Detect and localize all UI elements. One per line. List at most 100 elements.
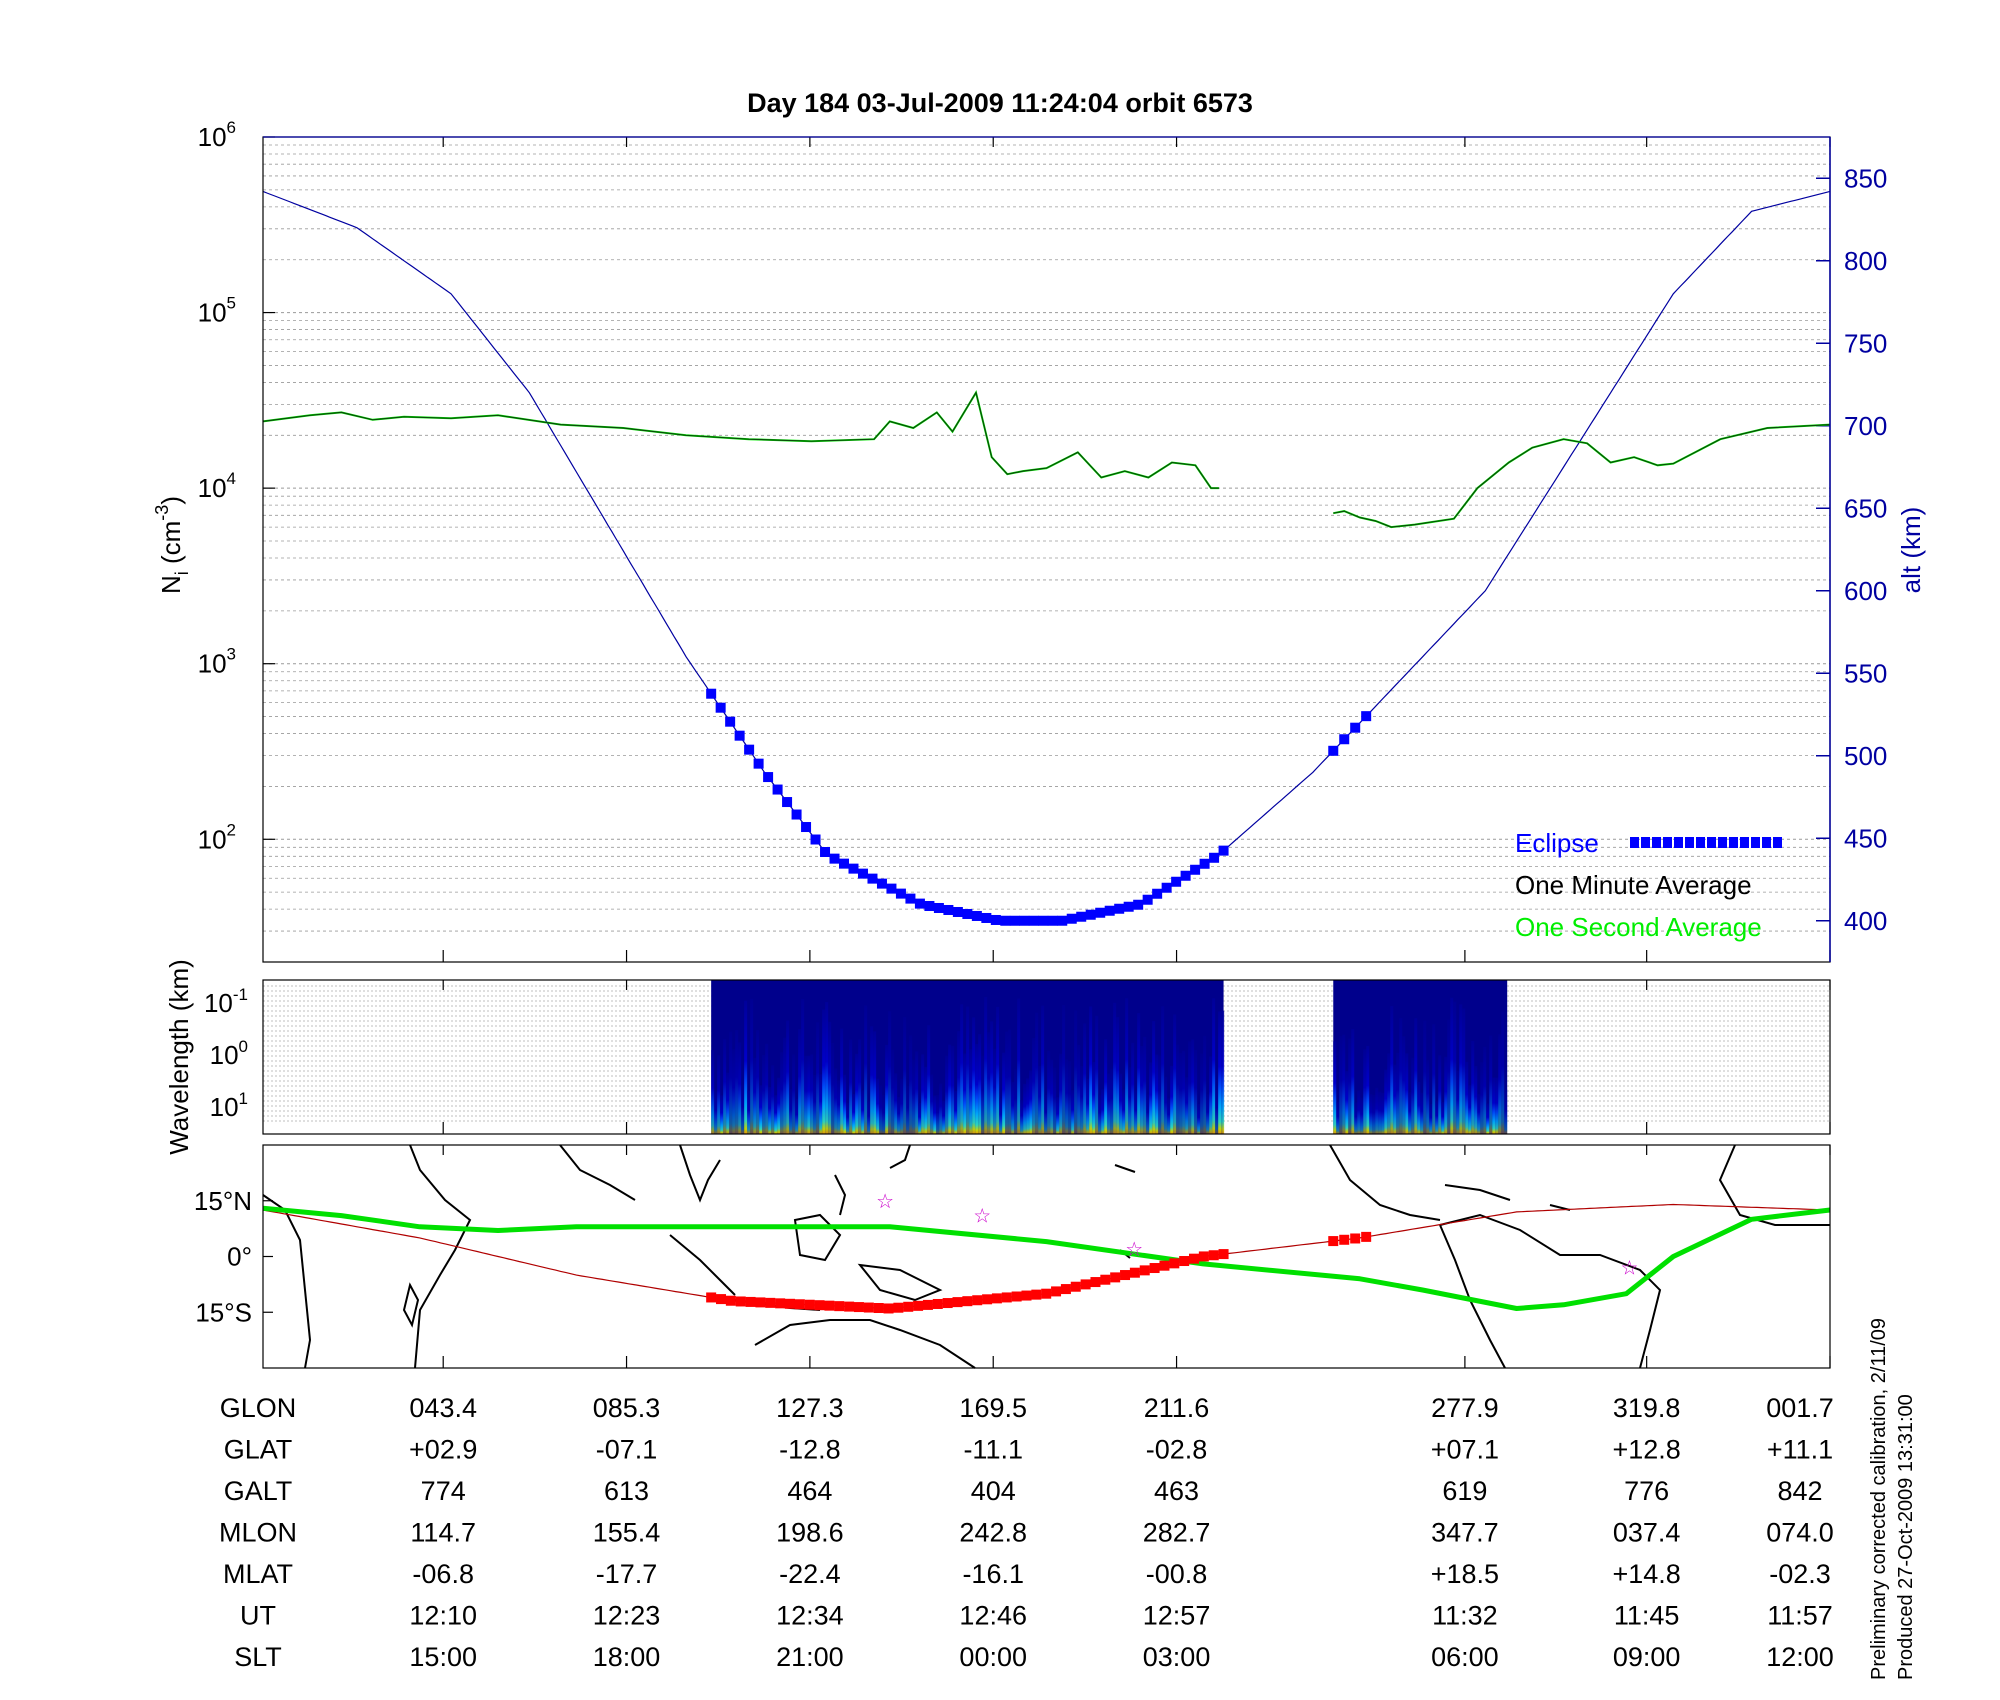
- spectrogram-column: [1137, 1013, 1141, 1134]
- spectrogram-frame: [262, 979, 1831, 1135]
- alt-tick-label: 750: [1844, 328, 1887, 358]
- spectrogram-column: [1164, 1076, 1168, 1134]
- spectrogram-column: [972, 1017, 976, 1134]
- spectrogram-column: [909, 1035, 913, 1134]
- eclipse-track-mark: [952, 1297, 963, 1308]
- ephemeris-value: 21:00: [776, 1642, 844, 1672]
- eclipse-mark: [952, 906, 963, 917]
- ephemeris-value: -07.1: [596, 1435, 658, 1465]
- spectrogram-column: [984, 996, 988, 1134]
- spectrogram-column: [1420, 1092, 1424, 1134]
- spectrogram-column: [897, 1096, 901, 1134]
- spectrogram-column: [849, 1039, 853, 1134]
- spectrogram-column: [1348, 1038, 1352, 1134]
- spectrogram-column: [906, 1085, 910, 1134]
- ephemeris-value: 06:00: [1431, 1642, 1499, 1672]
- density-y-label-text: Ni (cm-3): [152, 496, 192, 594]
- spectrogram-column: [786, 1020, 790, 1134]
- spectrogram-column: [1146, 1094, 1150, 1134]
- ephemeris-value: -12.8: [779, 1435, 841, 1465]
- eclipse-track-mark: [1110, 1272, 1121, 1283]
- spectrogram-column: [987, 1032, 991, 1134]
- spectrogram-column: [858, 1039, 862, 1134]
- spectrogram-column: [1047, 1050, 1051, 1134]
- spectrogram-column: [1104, 1039, 1108, 1134]
- eclipse-track-mark: [1080, 1279, 1091, 1290]
- density-y-label: Ni (cm-3): [152, 496, 192, 594]
- spectrogram-column: [1065, 1059, 1069, 1134]
- legend-label: One Minute Average: [1515, 870, 1752, 900]
- eclipse-track-mark: [1350, 1233, 1361, 1244]
- ephemeris-value: +18.5: [1431, 1559, 1499, 1589]
- legend-eclipse-swatch: [1718, 837, 1727, 848]
- spectrogram-column: [1432, 1024, 1436, 1134]
- eclipse-mark: [1066, 913, 1077, 924]
- spectrogram-column: [738, 1042, 742, 1134]
- spectrogram-column: [1185, 1077, 1189, 1134]
- ephemeris-value: 347.7: [1431, 1518, 1499, 1548]
- spectrogram-column: [1426, 1060, 1430, 1134]
- spectrogram-column: [1002, 1052, 1006, 1134]
- density-tick-label: 105: [198, 294, 236, 328]
- eclipse-mark: [1199, 858, 1210, 869]
- eclipse-track-mark: [1159, 1260, 1170, 1271]
- eclipse-track-mark: [1339, 1234, 1350, 1245]
- eclipse-mark: [848, 863, 859, 874]
- star-marker: ☆: [1620, 1258, 1638, 1280]
- ephemeris-value: 12:46: [959, 1601, 1027, 1631]
- spectrogram-column: [834, 1068, 838, 1134]
- ephemeris-value: 12:00: [1766, 1642, 1834, 1672]
- spectrogram-column: [1107, 1073, 1111, 1134]
- spectrogram-column: [861, 1090, 865, 1134]
- spectrogram-column: [741, 1084, 745, 1134]
- spectrogram-column: [711, 1050, 715, 1134]
- spectrogram-column: [1059, 1053, 1063, 1134]
- spectrogram-column: [1089, 1006, 1093, 1134]
- spectrogram-column: [981, 1055, 985, 1134]
- ephemeris-value: 037.4: [1613, 1518, 1681, 1548]
- density-altitude-panel: 106 105 104 103 102 850 800 750 700 650 600 550 500…: [152, 118, 1926, 963]
- coast-japan: [889, 1144, 911, 1169]
- ephemeris-value: 001.7: [1766, 1393, 1834, 1423]
- eclipse-mark: [857, 868, 868, 879]
- spectrogram-column: [1011, 1081, 1015, 1134]
- spectrogram-column: [1372, 1095, 1376, 1134]
- spectrogram-column: [1336, 1101, 1340, 1134]
- spectrogram-column: [903, 1017, 907, 1134]
- spectrogram-column: [921, 1054, 925, 1134]
- eclipse-track-mark: [745, 1296, 756, 1307]
- spectrogram-column: [1020, 1100, 1024, 1134]
- coast-east-africa: [409, 1144, 472, 1369]
- spectrogram-column: [1149, 1062, 1153, 1134]
- eclipse-track-mark: [962, 1296, 973, 1307]
- coast-borneo: [793, 1213, 842, 1262]
- eclipse-track-mark: [804, 1299, 815, 1310]
- ephemeris-value: -17.7: [596, 1559, 658, 1589]
- eclipse-track-mark: [1120, 1270, 1131, 1281]
- ephemeris-value: -02.3: [1769, 1559, 1831, 1589]
- eclipse-mark: [839, 858, 850, 869]
- eclipse-track-mark: [982, 1294, 993, 1305]
- ephemeris-value: 282.7: [1143, 1518, 1211, 1548]
- eclipse-track-mark: [972, 1295, 983, 1306]
- eclipse-mark: [1209, 852, 1220, 863]
- eclipse-track-mark: [735, 1296, 746, 1307]
- ephemeris-value: 09:00: [1613, 1642, 1681, 1672]
- spectrogram-column: [1477, 1093, 1481, 1134]
- legend-eclipse-swatch: [1707, 837, 1716, 848]
- spectrogram-column: [945, 1055, 949, 1134]
- spectrogram-column: [789, 1089, 793, 1134]
- eclipse-mark: [1114, 903, 1125, 914]
- alt-tick-label: 550: [1844, 658, 1887, 688]
- spectrogram-column: [1062, 1004, 1066, 1134]
- spectrogram-column: [831, 1043, 835, 1134]
- spectrogram-column: [894, 1073, 898, 1134]
- spectrogram-column: [1056, 1097, 1060, 1134]
- spectrogram-column: [1116, 1017, 1120, 1134]
- eclipse-mark: [1019, 915, 1030, 926]
- spectrogram-blocks: [711, 980, 1508, 1134]
- spectrogram-column: [1122, 1089, 1126, 1134]
- ephemeris-value: 11:57: [1767, 1601, 1833, 1631]
- spectrogram-y-label: Wavelength (km): [164, 959, 194, 1155]
- eclipse-mark: [1142, 894, 1153, 905]
